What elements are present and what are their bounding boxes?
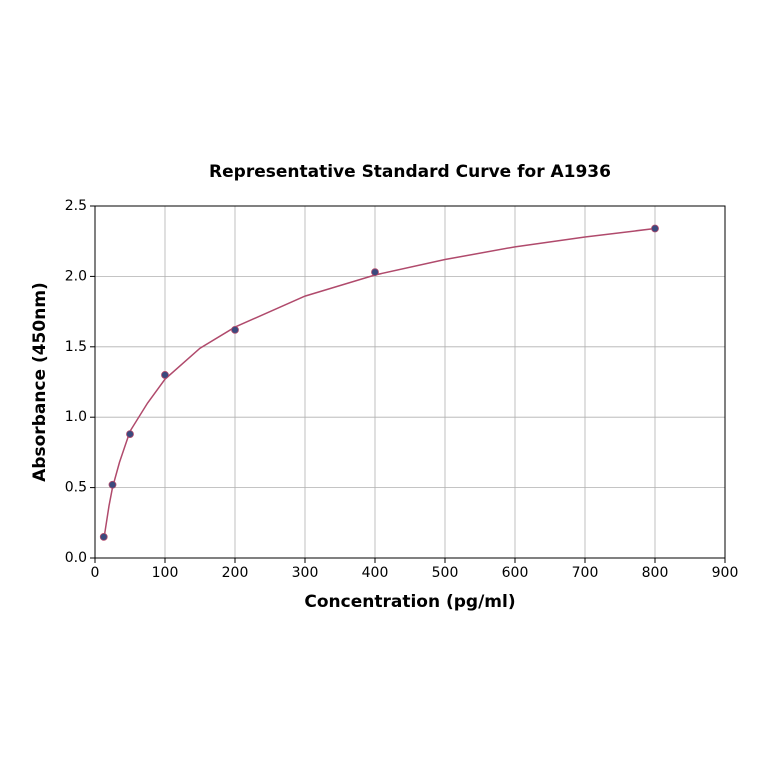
x-tick-label: 900 [712,565,739,581]
y-tick-label: 1.0 [65,409,87,425]
x-tick-label: 0 [91,565,100,581]
data-point [99,532,108,541]
y-tick-label: 0.5 [65,480,87,496]
y-tick-label: 2.0 [65,268,87,284]
x-tick-label: 800 [642,565,669,581]
data-point [371,268,379,277]
y-tick-label: 1.5 [65,339,87,355]
data-point [108,480,117,489]
data-point [651,224,659,233]
data-point [161,371,169,379]
x-tick-label: 100 [152,565,179,581]
x-axis-label: Concentration (pg/ml) [304,592,515,612]
x-tick-label: 200 [222,565,249,581]
y-axis-label: Absorbance (450nm) [30,282,50,482]
data-point [126,430,134,438]
x-tick-label: 300 [292,565,319,581]
fit-curve [103,227,656,540]
chart-title: Representative Standard Curve for A1936 [209,162,611,182]
data-point [231,326,239,334]
y-tick-label: 2.5 [65,198,87,214]
x-tick-label: 400 [362,565,389,581]
x-tick-label: 700 [572,565,599,581]
x-tick-label: 600 [502,565,529,581]
plot-frame [94,205,726,559]
x-tick-label: 500 [432,565,459,581]
y-tick-label: 0.0 [65,550,87,566]
